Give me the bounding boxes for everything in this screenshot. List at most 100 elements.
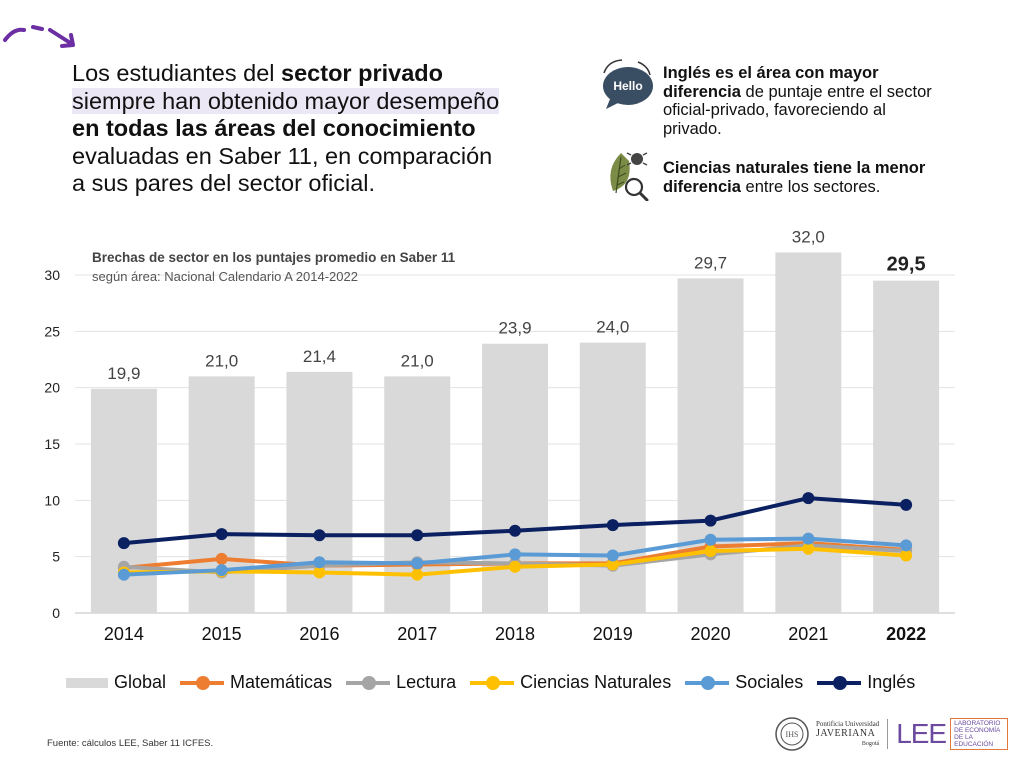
bar-2021 <box>775 252 842 613</box>
bar-2022 <box>873 280 940 613</box>
note-ingles: Inglés es el área con mayor diferencia d… <box>663 64 993 138</box>
x-tick-label-2020: 2020 <box>691 624 731 644</box>
note-ciencias: Ciencias naturales tiene la menor difere… <box>663 159 993 196</box>
point-ciencias-naturales-2017 <box>411 568 424 581</box>
y-tick-label-30: 30 <box>44 267 60 283</box>
lee-logo: LEE <box>896 718 947 749</box>
point-ingles-2019 <box>606 519 619 532</box>
footer-logos: IHS Pontificia Universidad JAVERIANA Bog… <box>774 716 1009 752</box>
legend-label-ciencias-naturales: Ciencias Naturales <box>520 672 672 692</box>
note-ingles-bold-2: diferencia <box>663 82 741 101</box>
point-ciencias-naturales-2022 <box>900 549 913 562</box>
headline-text-4: a sus pares del sector oficial. <box>72 170 376 196</box>
legend-swatch-lectura <box>346 675 391 690</box>
bar-label-2015: 21,0 <box>205 351 238 370</box>
x-tick-label-2017: 2017 <box>397 624 437 644</box>
x-tick-label-2022: 2022 <box>886 624 926 644</box>
note-ingles-text-2: oficial-privado, favoreciendo al <box>663 101 886 119</box>
bar-label-2014: 19,9 <box>107 364 140 383</box>
point-ingles-2015 <box>215 528 228 541</box>
point-ciencias-naturales-2018 <box>509 560 521 573</box>
x-tick-label-2015: 2015 <box>202 624 242 644</box>
bar-label-2016: 21,4 <box>303 347 336 366</box>
point-sociales-2020 <box>704 533 717 546</box>
leaf-magnifier-icon <box>610 152 649 201</box>
point-sociales-2022 <box>900 539 913 552</box>
javeriana-logo: Pontificia Universidad JAVERIANA Bogotá <box>816 719 879 749</box>
note-ciencias-text-1: entre los sectores. <box>740 177 881 196</box>
point-ingles-2018 <box>509 524 521 537</box>
point-ingles-2014 <box>117 537 130 550</box>
point-sociales-2015 <box>215 564 228 577</box>
point-matematicas-2015 <box>215 552 228 565</box>
legend-item-global: Global <box>66 672 166 693</box>
source-note: Fuente: cálculos LEE, Saber 11 ICFES. <box>47 738 214 749</box>
legend-label-sociales: Sociales <box>735 672 804 692</box>
legend-item-ingles: Inglés <box>817 672 915 693</box>
headline-text-2: siempre han obtenido mayor desempeño <box>72 87 500 114</box>
legend-label-matematicas: Matemáticas <box>230 672 333 692</box>
x-tick-label-2021: 2021 <box>788 624 828 644</box>
legend-swatch-ciencias-naturales <box>470 675 515 690</box>
y-tick-label-20: 20 <box>44 380 60 396</box>
point-sociales-2019 <box>606 549 619 562</box>
point-ingles-2017 <box>411 529 424 542</box>
point-ingles-2021 <box>802 492 815 505</box>
point-ingles-2020 <box>704 514 717 527</box>
bar-label-2019: 24,0 <box>596 318 629 337</box>
point-ciencias-naturales-2020 <box>704 545 717 558</box>
note-ingles-text-1: de puntaje entre el sector <box>740 82 932 101</box>
headline: Los estudiantes del sector privado siemp… <box>72 60 592 198</box>
bar-2019 <box>579 342 646 613</box>
legend-label-lectura: Lectura <box>396 672 457 692</box>
legend-item-matematicas: Matemáticas <box>180 672 332 693</box>
x-tick-label-2016: 2016 <box>299 624 339 644</box>
bar-label-2022: 29,5 <box>887 254 926 276</box>
point-sociales-2021 <box>802 532 815 545</box>
point-ingles-2022 <box>900 498 913 511</box>
headline-text-1: Los estudiantes del <box>72 60 282 86</box>
x-tick-label-2014: 2014 <box>104 624 144 644</box>
headline-bold-2: en todas las áreas del conocimiento <box>72 115 476 141</box>
point-ciencias-naturales-2016 <box>313 566 326 579</box>
y-tick-label-0: 0 <box>52 605 60 621</box>
point-ingles-2016 <box>313 529 326 542</box>
x-tick-label-2018: 2018 <box>495 624 535 644</box>
y-tick-label-10: 10 <box>44 492 60 508</box>
headline-bold-1: sector privado <box>281 60 443 86</box>
point-ciencias-naturales-2021 <box>802 542 815 555</box>
legend-swatch-matematicas <box>180 675 225 690</box>
headline-text-3: evaluadas en Saber 11, en comparación <box>72 142 493 169</box>
legend-item-lectura: Lectura <box>346 672 456 693</box>
hello-icon-text: Hello <box>613 79 642 93</box>
bar-label-2021: 32,0 <box>792 227 825 246</box>
legend-swatch-global <box>66 677 108 688</box>
legend-item-sociales: Sociales <box>685 672 803 693</box>
javeriana-line-3: Bogotá <box>861 741 880 747</box>
chart-legend: Global Matemáticas Lectura Ciencias Natu… <box>66 672 929 693</box>
point-sociales-2016 <box>313 556 326 569</box>
javeriana-line-2: JAVERIANA <box>816 728 876 739</box>
legend-label-ingles: Inglés <box>867 672 916 692</box>
point-sociales-2014 <box>117 568 130 581</box>
chart-subtitle: según área: Nacional Calendario A 2014-2… <box>92 269 358 284</box>
bar-label-2017: 21,0 <box>401 351 434 370</box>
note-ingles-text-3: privado. <box>663 119 722 138</box>
lee-logo-subtitle: LABORATORIO DE ECONOMÍA DE LA EDUCACIÓN <box>950 718 1009 750</box>
bar-label-2018: 23,9 <box>498 319 531 338</box>
point-sociales-2017 <box>411 557 424 570</box>
svg-text:IHS: IHS <box>786 730 799 739</box>
point-sociales-2018 <box>509 548 521 561</box>
javeriana-seal-icon: IHS <box>775 717 809 751</box>
legend-swatch-ingles <box>817 675 862 690</box>
note-ciencias-bold-2: diferencia <box>663 177 741 196</box>
note-ciencias-bold-1: Ciencias naturales tiene la menor <box>663 159 926 177</box>
y-tick-label-15: 15 <box>44 436 60 452</box>
decorative-arrow-icon <box>3 25 75 48</box>
bar-label-2020: 29,7 <box>694 253 727 272</box>
chart-title: Brechas de sector en los puntajes promed… <box>92 250 456 265</box>
bar-2020 <box>677 278 744 613</box>
legend-item-ciencias-naturales: Ciencias Naturales <box>470 672 671 693</box>
speech-bubble-hello-icon: Hello <box>603 59 653 109</box>
